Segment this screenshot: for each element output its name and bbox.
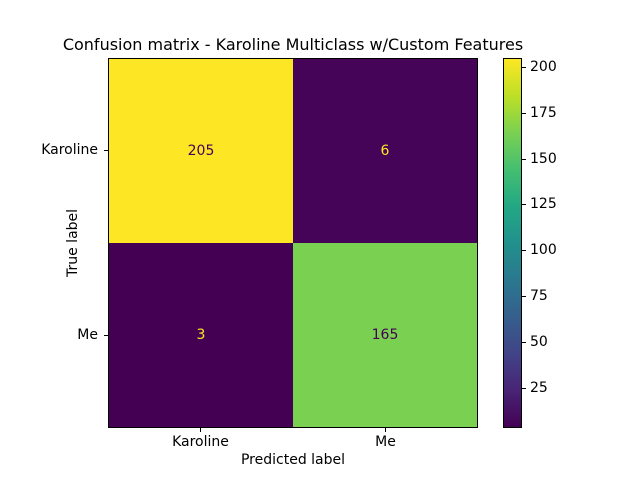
y-tick-mark: [104, 335, 108, 336]
colorbar-tick-mark: [522, 204, 526, 205]
colorbar-tick-label: 75: [530, 288, 548, 304]
colorbar-tick-label: 200: [530, 59, 557, 75]
colorbar-tick-mark: [522, 67, 526, 68]
matrix-cell-true-me-pred-me: 165: [293, 243, 477, 427]
y-tick-mark: [104, 150, 108, 151]
colorbar-gradient: [504, 59, 521, 427]
colorbar-tick-label: 50: [530, 334, 548, 350]
y-tick-label-me: Me: [77, 327, 98, 343]
x-tick-label-karoline: Karoline: [172, 434, 229, 450]
x-tick-mark: [385, 428, 386, 432]
heatmap-matrix: 205 6 3 165: [108, 58, 478, 428]
colorbar-tick-label: 150: [530, 151, 557, 167]
colorbar-tick-label: 175: [530, 105, 557, 121]
colorbar-tick-label: 125: [530, 196, 557, 212]
y-tick-label-karoline: Karoline: [41, 142, 98, 158]
colorbar-tick-label: 25: [530, 380, 548, 396]
x-tick-label-me: Me: [375, 434, 396, 450]
colorbar-tick-mark: [522, 342, 526, 343]
x-tick-mark: [200, 428, 201, 432]
matrix-cell-true-karoline-pred-me: 6: [293, 59, 477, 243]
colorbar-tick-label: 100: [530, 242, 557, 258]
colorbar-tick-mark: [522, 159, 526, 160]
matrix-cell-true-me-pred-karoline: 3: [109, 243, 293, 427]
y-axis-label: True label: [65, 208, 81, 278]
colorbar-tick-mark: [522, 113, 526, 114]
chart-title: Confusion matrix - Karoline Multiclass w…: [62, 35, 524, 54]
matrix-cell-true-karoline-pred-karoline: 205: [109, 59, 293, 243]
colorbar: [503, 58, 522, 428]
colorbar-tick-mark: [522, 388, 526, 389]
colorbar-tick-mark: [522, 296, 526, 297]
x-axis-label: Predicted label: [240, 452, 346, 468]
colorbar-tick-mark: [522, 250, 526, 251]
